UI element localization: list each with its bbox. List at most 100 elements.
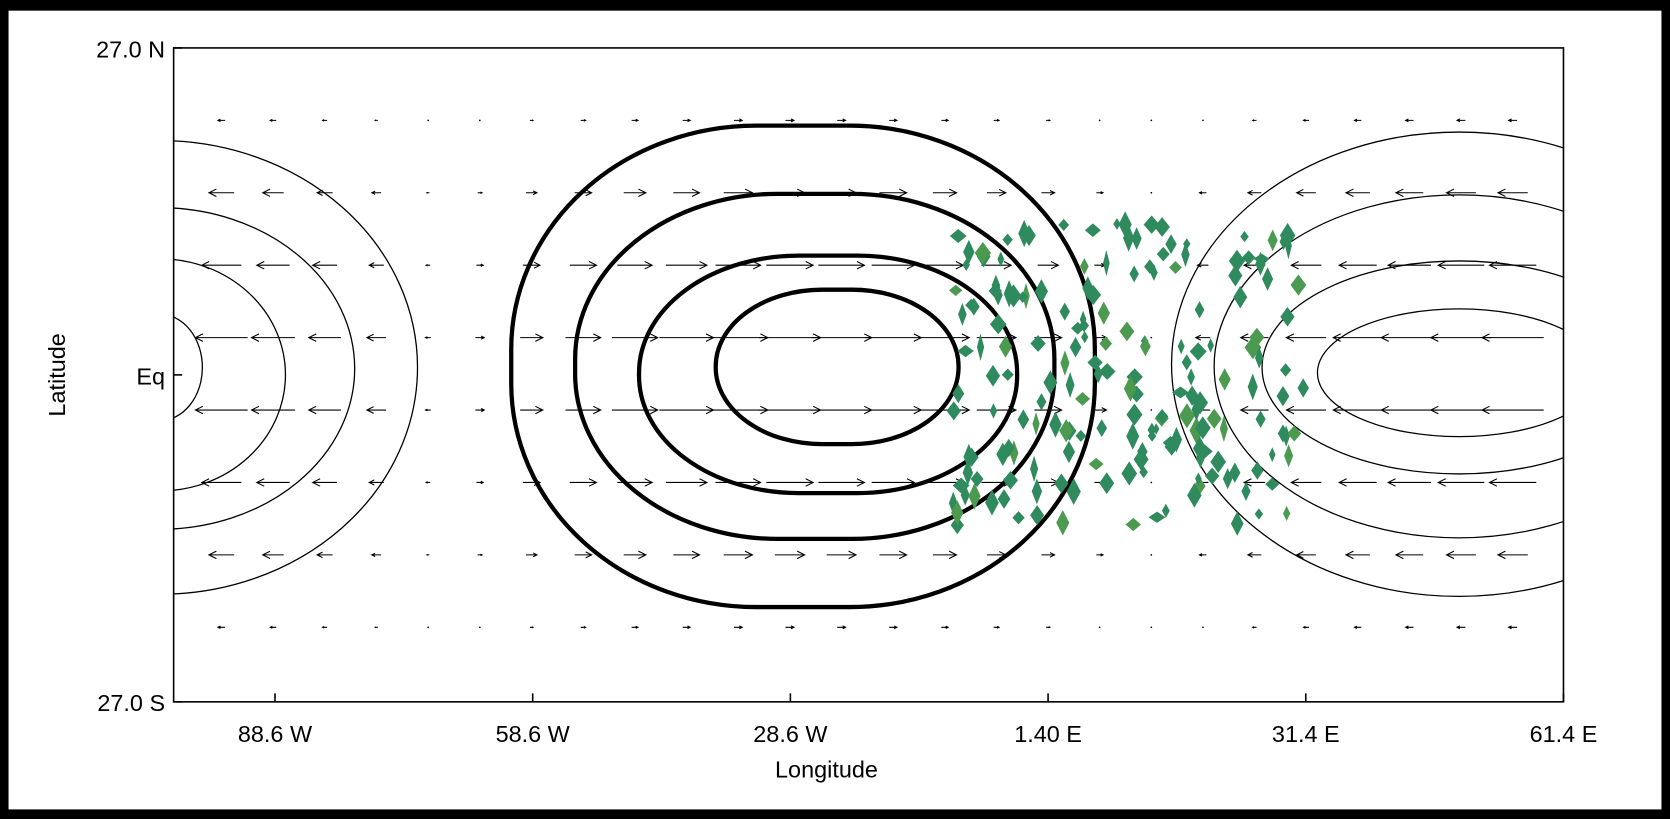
vector <box>1150 336 1153 339</box>
blob <box>962 459 973 486</box>
blob <box>1229 462 1241 483</box>
vector <box>1251 626 1257 629</box>
blob <box>965 298 978 312</box>
vector <box>1290 260 1322 270</box>
blob <box>1113 218 1121 230</box>
vector <box>424 408 431 412</box>
vector <box>1239 405 1269 415</box>
vector <box>932 550 958 560</box>
vector <box>1046 626 1052 629</box>
vector <box>1290 478 1322 487</box>
contour <box>173 258 287 491</box>
vector <box>569 260 598 270</box>
blob <box>1276 385 1290 407</box>
blob <box>1147 430 1157 442</box>
blob <box>1123 224 1135 252</box>
vector <box>307 405 341 415</box>
blob <box>989 403 998 419</box>
vector <box>1496 188 1528 197</box>
vector <box>1386 260 1432 270</box>
vector <box>941 625 950 629</box>
blob <box>1030 455 1039 483</box>
vector <box>1198 191 1207 195</box>
vector <box>269 118 277 122</box>
vector <box>269 625 277 629</box>
blob <box>949 284 963 296</box>
blob <box>1241 250 1256 265</box>
vector <box>424 481 431 484</box>
blob <box>1228 249 1246 273</box>
blob <box>1075 391 1091 406</box>
vector <box>250 333 295 342</box>
vector <box>1488 478 1537 487</box>
vector <box>774 550 806 560</box>
vector <box>529 119 535 122</box>
blob <box>1001 368 1014 381</box>
vector <box>522 261 542 269</box>
vector <box>207 550 235 560</box>
vector <box>1098 119 1101 122</box>
vector <box>1488 260 1537 270</box>
blob <box>1031 478 1043 505</box>
vector <box>1034 405 1063 415</box>
blob <box>957 344 974 358</box>
x-tick-label: 1.40 E <box>1014 721 1082 747</box>
blob <box>1280 307 1295 327</box>
vector <box>1332 405 1383 415</box>
vector <box>255 260 290 270</box>
vector <box>207 188 235 197</box>
blob <box>1193 477 1206 495</box>
blob <box>1262 267 1274 291</box>
vector <box>373 119 378 122</box>
blob <box>1099 472 1115 495</box>
blob <box>1036 393 1047 411</box>
vector <box>315 189 333 196</box>
wind-vectors <box>194 118 1544 630</box>
vector <box>476 263 485 267</box>
vector <box>520 333 545 342</box>
vector <box>818 478 866 487</box>
x-tick-label: 88.6 W <box>238 721 313 747</box>
blob <box>1187 368 1195 386</box>
vector <box>1480 405 1544 415</box>
vector <box>425 191 430 194</box>
vector <box>307 333 341 342</box>
vector <box>1098 626 1101 629</box>
blob <box>1206 408 1222 429</box>
vector <box>665 260 709 270</box>
blob <box>1084 223 1101 238</box>
vector <box>427 119 430 122</box>
vector <box>1196 262 1209 268</box>
vector <box>1202 626 1204 629</box>
blob <box>1056 510 1070 536</box>
vector <box>425 553 430 556</box>
blob <box>1017 291 1029 303</box>
vector <box>477 191 484 194</box>
vector <box>682 625 692 630</box>
vector <box>1404 625 1414 630</box>
blob <box>1054 473 1069 494</box>
vector <box>200 478 242 487</box>
vector <box>321 119 328 122</box>
vector <box>871 260 916 270</box>
x-axis-label: Longitude <box>775 756 878 782</box>
blob <box>1059 419 1074 443</box>
vector <box>986 188 1008 197</box>
vector <box>321 626 328 629</box>
vector <box>1436 260 1485 270</box>
vector <box>889 118 899 123</box>
vector <box>1302 625 1310 629</box>
blob <box>1032 411 1040 436</box>
vector <box>574 551 593 559</box>
blob <box>1254 347 1264 369</box>
vector <box>1496 550 1528 560</box>
vector <box>1096 191 1105 195</box>
blob <box>1192 391 1209 415</box>
blob <box>958 302 967 326</box>
vector <box>1242 478 1266 487</box>
vector <box>255 478 290 487</box>
blob <box>1148 511 1166 523</box>
vector <box>617 260 654 270</box>
blob <box>1030 505 1045 526</box>
vector <box>424 336 431 340</box>
